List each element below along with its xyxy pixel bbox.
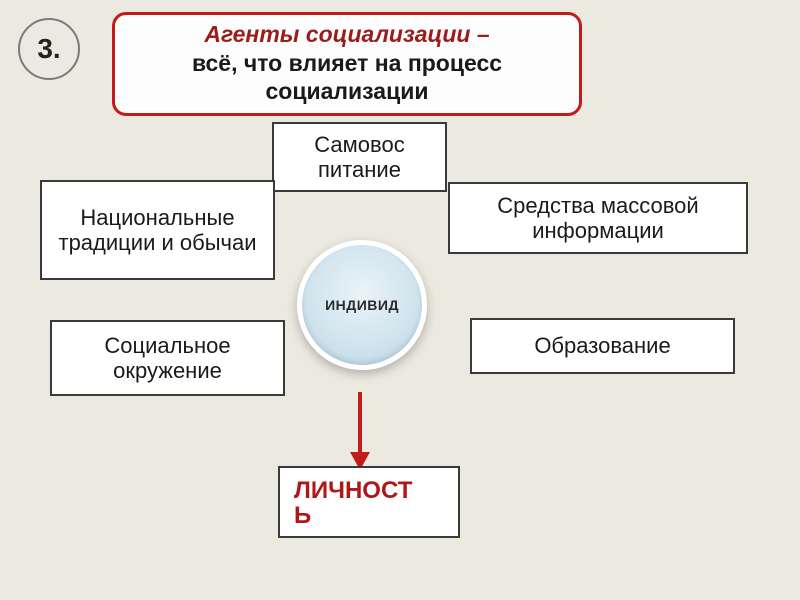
- title-line-1: Агенты социализации –: [125, 21, 569, 48]
- factor-label: Национальные традиции и обычаи: [50, 205, 265, 256]
- factor-box-right-upper: Средства массовой информации: [448, 182, 748, 254]
- factor-label: Социальное окружение: [60, 333, 275, 384]
- title-line-2: всё, что влияет на процесс социализации: [125, 50, 569, 105]
- factor-box-right-lower: Образование: [470, 318, 735, 374]
- result-line-1: ЛИЧНОСТ: [294, 478, 444, 503]
- center-circle: ИНДИВИД: [297, 240, 427, 370]
- factor-label: Средства массовой информации: [458, 193, 738, 244]
- factor-box-left-lower: Социальное окружение: [50, 320, 285, 396]
- section-number: 3.: [37, 33, 60, 65]
- result-line-2: Ь: [294, 503, 444, 528]
- factor-box-top: Самовос питание: [272, 122, 447, 192]
- factor-box-left-upper: Национальные традиции и обычаи: [40, 180, 275, 280]
- result-box: ЛИЧНОСТ Ь: [278, 466, 460, 538]
- arrow-line: [358, 392, 362, 456]
- title-box: Агенты социализации – всё, что влияет на…: [112, 12, 582, 116]
- factor-label: Самовос питание: [282, 132, 437, 183]
- section-number-badge: 3.: [18, 18, 80, 80]
- factor-label: Образование: [534, 333, 670, 358]
- center-label: ИНДИВИД: [325, 297, 399, 313]
